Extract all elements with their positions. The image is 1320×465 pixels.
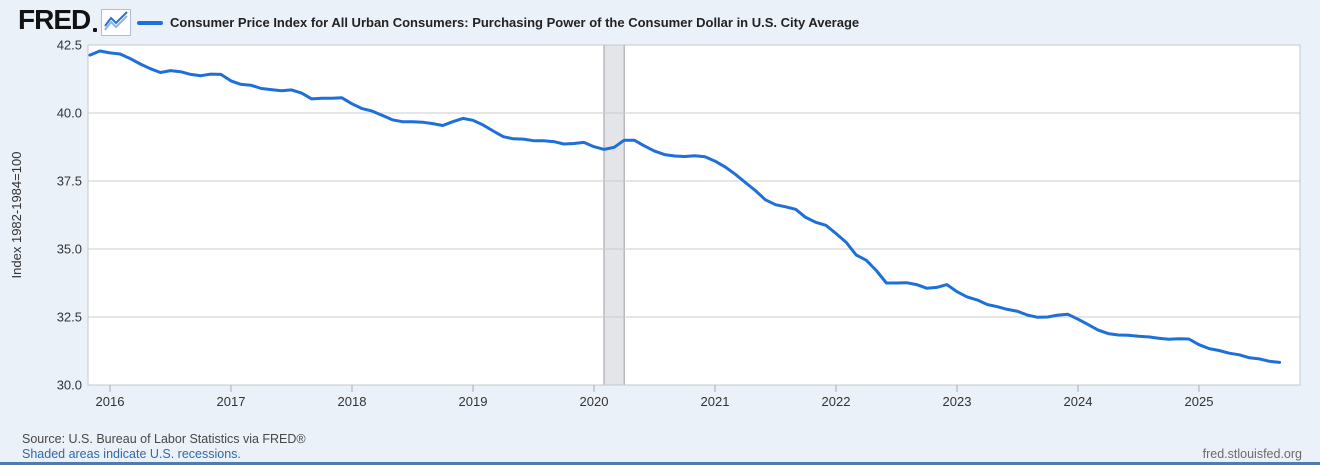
recession-note-link[interactable]: Shaded areas indicate U.S. recessions. — [22, 447, 241, 461]
x-axis-tick-label: 2025 — [1185, 394, 1214, 409]
fred-logo-registered-mark — [93, 28, 97, 32]
x-axis-tick-label: 2016 — [96, 394, 125, 409]
y-axis-tick-label: 35.0 — [57, 242, 82, 257]
source-text: Source: U.S. Bureau of Labor Statistics … — [22, 432, 306, 446]
y-axis-tick-label: 32.5 — [57, 310, 82, 325]
y-axis-tick-label: 30.0 — [57, 378, 82, 393]
fred-site-link[interactable]: fred.stlouisfed.org — [1202, 447, 1302, 461]
x-axis-tick-label: 2023 — [943, 394, 972, 409]
y-axis-tick-label: 40.0 — [57, 106, 82, 121]
x-axis-tick-label: 2020 — [580, 394, 609, 409]
y-axis-tick-label: 37.5 — [57, 174, 82, 189]
x-axis-tick-label: 2017 — [217, 394, 246, 409]
x-axis-tick-label: 2019 — [459, 394, 488, 409]
fred-logo[interactable]: FRED — [18, 4, 91, 35]
bottom-accent-bar — [0, 462, 1320, 465]
chart-header: FRED Consumer Price Index for All Urban … — [0, 0, 1320, 42]
x-axis-tick-label: 2024 — [1064, 394, 1093, 409]
legend-line-swatch — [137, 21, 163, 25]
sparkline-chart-icon — [101, 9, 131, 36]
series-title: Consumer Price Index for All Urban Consu… — [170, 15, 860, 30]
x-axis-tick-label: 2021 — [701, 394, 730, 409]
y-axis-tick-label: 42.5 — [57, 38, 82, 53]
x-axis-tick-label: 2018 — [338, 394, 367, 409]
y-axis-title: Index 1982-1984=100 — [9, 152, 24, 279]
series-line — [88, 49, 1282, 364]
plot-border — [87, 44, 1301, 386]
recession-band — [604, 45, 625, 385]
x-axis-tick-label: 2022 — [822, 394, 851, 409]
